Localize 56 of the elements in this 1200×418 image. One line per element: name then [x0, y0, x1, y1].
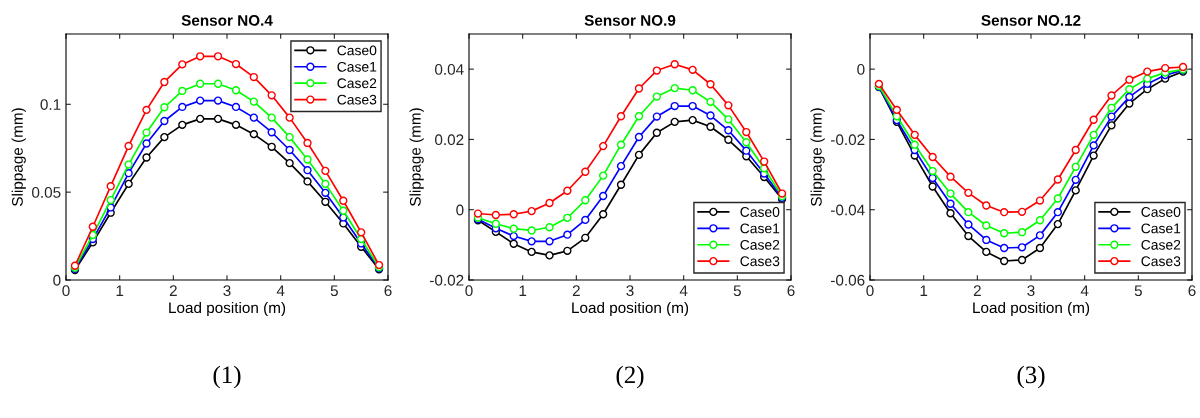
x-tick-label: 3	[223, 285, 231, 297]
y-tick-label: -0.02	[831, 134, 865, 146]
y-tick-label: 0.1	[40, 99, 61, 110]
y-axis-title: Slippage (mm)	[11, 108, 26, 206]
x-tick-label: 5	[1134, 285, 1142, 297]
y-tick-label: 0	[456, 204, 464, 216]
chart-title: Sensor NO.12	[981, 15, 1081, 26]
legend-label: Case2	[337, 78, 377, 89]
x-tick-label: 5	[330, 285, 338, 297]
y-tick-label: 0	[53, 274, 61, 286]
x-tick-label: 5	[733, 285, 741, 297]
legend-label: Case0	[740, 207, 780, 217]
legend-label: Case1	[337, 61, 377, 72]
x-tick-label: 3	[1027, 285, 1035, 297]
legend-label: Case3	[337, 94, 377, 105]
x-tick-label: 1	[519, 285, 527, 296]
legend-label: Case3	[1141, 256, 1181, 267]
x-tick-label: 2	[973, 285, 981, 296]
y-tick-label: 0.05	[32, 187, 61, 198]
x-tick-label: 4	[276, 285, 285, 296]
y-tick-label: -0.02	[430, 274, 464, 286]
x-tick-label: 1	[920, 285, 928, 296]
legend-label: Case2	[740, 239, 780, 250]
chart-title: Sensor NO.9	[584, 15, 676, 26]
text: (2)	[616, 365, 644, 389]
legend-label: Case2	[1141, 239, 1181, 250]
x-tick-label: 2	[572, 285, 580, 296]
text: (1)	[213, 365, 241, 389]
x-tick-label: 1	[116, 285, 124, 296]
legend-label: Case3	[740, 256, 780, 267]
x-axis-title: Load position (m)	[169, 301, 286, 317]
x-tick-label: 0	[866, 285, 874, 297]
x-tick-label: 6	[1188, 285, 1196, 297]
legend-label: Case1	[740, 223, 780, 234]
x-tick-label: 0	[465, 285, 473, 297]
y-tick-label: 0.02	[435, 134, 464, 146]
y-tick-label: -0.04	[831, 204, 865, 216]
y-tick-label: 0	[857, 64, 865, 75]
y-axis-title: Slippage (mm)	[810, 108, 825, 206]
x-axis-title: Load position (m)	[572, 301, 689, 317]
chart-title: Sensor NO.4	[181, 15, 273, 26]
x-tick-label: 6	[787, 285, 795, 297]
legend-label: Case0	[337, 45, 377, 56]
x-tick-label: 6	[384, 285, 392, 297]
x-tick-label: 0	[62, 285, 70, 297]
x-tick-label: 3	[626, 285, 634, 297]
legend-label: Case1	[1141, 223, 1181, 234]
y-tick-label: -0.06	[831, 274, 865, 286]
x-tick-label: 4	[679, 285, 688, 296]
y-axis-title: Slippage (mm)	[409, 108, 424, 206]
text: (3)	[1017, 365, 1045, 389]
x-axis-title: Load position (m)	[973, 301, 1090, 317]
x-tick-label: 4	[1080, 285, 1089, 296]
x-tick-label: 2	[169, 285, 177, 296]
legend-label: Case0	[1141, 207, 1181, 217]
y-tick-label: 0.04	[435, 64, 464, 75]
